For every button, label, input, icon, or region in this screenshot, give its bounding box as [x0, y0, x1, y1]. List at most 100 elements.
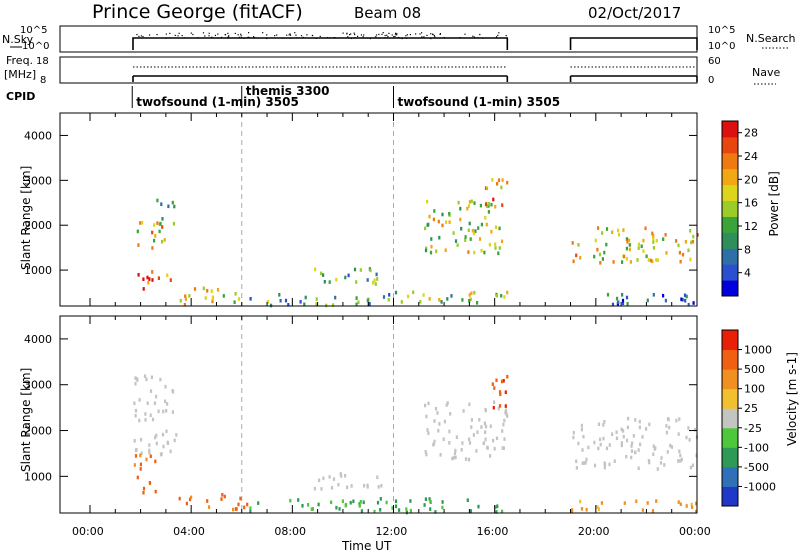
velocity-cell [139, 453, 142, 458]
nsearch-dot [434, 36, 436, 38]
x-tick-label: 00:00 [72, 525, 104, 538]
power-cell [616, 296, 619, 301]
colorbar-segment [722, 280, 738, 297]
cpid-label: CPID [6, 90, 35, 103]
nsearch-dot [240, 33, 242, 35]
nsearch-dot [238, 36, 241, 38]
nsearch-dot [224, 34, 226, 36]
power-cell [433, 209, 436, 213]
nsearch-dot [396, 33, 398, 35]
power-cell [424, 226, 427, 231]
velocity-cell [498, 390, 502, 394]
velocity-cell [429, 507, 432, 511]
velocity-cell [427, 431, 430, 435]
velocity-cell [575, 466, 578, 470]
colorbar-tick-label: 28 [744, 127, 758, 140]
nsearch-dot [384, 34, 386, 37]
nsearch-dot [136, 33, 138, 36]
velocity-cell [424, 497, 427, 501]
date-title: 02/Oct/2017 [588, 4, 681, 22]
nsearch-dot [415, 33, 417, 35]
nsearch-dot [204, 35, 206, 37]
velocity-cell [330, 500, 333, 505]
power-cell [599, 261, 602, 265]
nsearch-dot [443, 36, 445, 39]
nsearch-dot [369, 37, 371, 40]
velocity-cell [464, 457, 468, 461]
velocity-cell [665, 430, 668, 435]
power-cell [469, 297, 472, 302]
power-cell [419, 300, 422, 304]
power-cell [424, 248, 428, 253]
power-cell [486, 204, 489, 209]
velocity-cell [139, 462, 142, 467]
power-cell [432, 217, 435, 222]
velocity-cell [632, 434, 635, 438]
velocity-cell [652, 452, 655, 456]
velocity-cell [501, 429, 504, 433]
power-cell [677, 243, 680, 248]
power-cell [188, 294, 191, 298]
freq-traces [132, 66, 698, 82]
velocity-cell [339, 472, 342, 476]
velocity-cell [398, 508, 401, 512]
nsearch-dot [383, 37, 385, 39]
y-tick-label: 2000 [24, 219, 52, 232]
power-cell [665, 251, 668, 255]
velocity-cell [638, 425, 641, 430]
velocity-cell [648, 422, 651, 427]
velocity-cell [602, 436, 605, 441]
nsearch-dot [421, 36, 423, 38]
velocity-cell [680, 457, 683, 462]
colorbar-tick-label: 500 [744, 363, 765, 376]
nsearch-dot [240, 35, 242, 37]
power-cell [375, 272, 378, 277]
velocity-cell [652, 444, 655, 448]
power-cell [446, 297, 449, 301]
nsearch-dot [220, 36, 223, 39]
power-cell [605, 242, 608, 247]
velocity-cell [506, 414, 509, 418]
power-cell [141, 220, 144, 225]
nsearch-dot [181, 34, 183, 37]
nsearch-dot [165, 33, 167, 35]
nsearch-dot [156, 33, 158, 36]
power-cell [503, 295, 506, 299]
velocity-cell [668, 425, 671, 430]
velocity-cell [297, 498, 300, 502]
power-cell [625, 246, 628, 251]
power-cell [376, 277, 379, 281]
nsearch-dot [234, 32, 236, 35]
velocity-cell [237, 502, 240, 507]
nsearch-dot [253, 36, 255, 38]
velocity-cell [675, 418, 678, 423]
power-cell [625, 257, 628, 261]
power-cell [444, 248, 447, 252]
colorbar-segment [722, 349, 738, 370]
velocity-cell [322, 476, 325, 481]
power-cell [437, 219, 440, 224]
velocity-cell [330, 486, 334, 490]
x-tick-label: 00:00 [679, 525, 711, 538]
velocity-cell [484, 437, 487, 442]
colorbar-tick-label: -1000 [744, 480, 776, 493]
y-tick-label: 4000 [24, 333, 52, 346]
nsearch-dot [384, 37, 387, 39]
power-cell [621, 293, 624, 297]
nsearch-dot [398, 36, 400, 39]
velocity-cell [232, 507, 235, 512]
velocity-cell [499, 392, 502, 397]
nsearch-dot [388, 32, 390, 34]
velocity-cell [135, 377, 138, 381]
freq-label: Freq. [6, 54, 33, 67]
velocity-cell [366, 485, 369, 489]
power-cell [646, 298, 649, 303]
velocity-cell [468, 441, 472, 445]
power-cell [368, 301, 371, 306]
power-cell [652, 236, 655, 241]
power-cell [430, 237, 433, 241]
velocity-cell [144, 418, 147, 422]
velocity-cell [626, 425, 629, 430]
power-cell [169, 278, 172, 282]
velocity-cell [570, 510, 574, 514]
